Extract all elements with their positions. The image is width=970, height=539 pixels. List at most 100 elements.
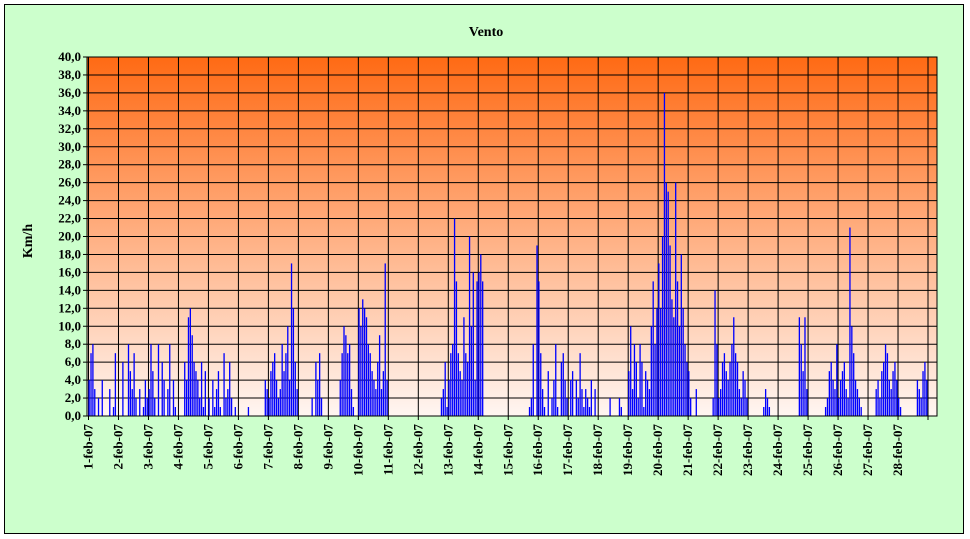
y-tick-label: 8,0 bbox=[65, 336, 81, 351]
wind-bar bbox=[150, 344, 152, 416]
wind-bar bbox=[838, 398, 840, 416]
wind-bar bbox=[167, 389, 169, 416]
wind-bar bbox=[272, 362, 274, 416]
y-tick-labels: 0,0 2,0 4,0 6,0 8,0 10,0 12,0 14,0 16,0 18,0 20,0 2… bbox=[58, 49, 81, 423]
wind-bar bbox=[127, 344, 130, 416]
wind-bar bbox=[849, 227, 851, 416]
wind-bar bbox=[358, 308, 360, 416]
wind-bar bbox=[189, 308, 191, 416]
wind-bar bbox=[154, 398, 156, 416]
wind-bar bbox=[217, 371, 220, 417]
wind-bar bbox=[97, 398, 100, 416]
wind-bar bbox=[234, 407, 236, 416]
wind-bar bbox=[350, 389, 353, 416]
wind-bar bbox=[721, 362, 724, 416]
wind-bar bbox=[899, 407, 902, 416]
wind-bar bbox=[620, 407, 622, 416]
wind-bar bbox=[926, 380, 928, 416]
y-tick-label: 6,0 bbox=[65, 354, 81, 369]
wind-bar bbox=[824, 407, 827, 416]
wind-bar bbox=[729, 362, 731, 416]
wind-bar bbox=[918, 389, 920, 416]
wind-bar bbox=[131, 389, 133, 416]
wind-bar bbox=[652, 281, 654, 417]
wind-bar bbox=[854, 380, 857, 416]
x-tick-label: 12-feb-07 bbox=[410, 424, 425, 476]
wind-bar bbox=[571, 371, 574, 417]
x-tick-label: 18-feb-07 bbox=[590, 424, 605, 476]
wind-bar bbox=[223, 353, 225, 416]
wind-bar bbox=[650, 326, 652, 416]
wind-bar bbox=[575, 380, 578, 416]
y-tick-label: 2,0 bbox=[65, 390, 81, 405]
wind-bar bbox=[197, 380, 199, 416]
wind-bar bbox=[637, 398, 639, 416]
wind-bar bbox=[802, 371, 804, 417]
x-tick-label: 16-feb-07 bbox=[530, 424, 545, 476]
wind-bar bbox=[341, 353, 343, 416]
wind-bar bbox=[725, 371, 727, 417]
wind-bar bbox=[763, 407, 765, 416]
wind-bar bbox=[528, 407, 531, 416]
wind-bar bbox=[690, 398, 692, 416]
wind-bar bbox=[482, 281, 484, 417]
wind-bar bbox=[204, 371, 206, 417]
wind-bar bbox=[347, 353, 349, 416]
wind-bar bbox=[163, 380, 165, 416]
wind-bar bbox=[716, 344, 718, 416]
wind-bar bbox=[152, 371, 154, 417]
x-tick-label: 3-feb-07 bbox=[140, 424, 155, 470]
wind-bar bbox=[380, 389, 383, 416]
wind-bar bbox=[590, 380, 593, 416]
wind-bar bbox=[836, 344, 838, 416]
wind-bar bbox=[564, 380, 566, 416]
wind-bar bbox=[461, 380, 463, 416]
x-tick-label: 1-feb-07 bbox=[80, 424, 95, 470]
wind-bar bbox=[92, 344, 94, 416]
wind-bar bbox=[658, 263, 660, 416]
wind-bar bbox=[555, 344, 557, 416]
x-tick-label: 6-feb-07 bbox=[230, 424, 245, 470]
wind-bar bbox=[886, 353, 889, 416]
wind-bar bbox=[738, 389, 741, 416]
wind-bar bbox=[723, 353, 726, 416]
wind-bar bbox=[172, 380, 175, 416]
wind-bar bbox=[129, 371, 132, 417]
wind-bar bbox=[673, 317, 675, 416]
wind-bar bbox=[142, 407, 145, 416]
x-tick-label: 27-feb-07 bbox=[860, 424, 875, 476]
wind-bar bbox=[382, 371, 385, 417]
wind-bar bbox=[841, 371, 844, 417]
wind-bar bbox=[675, 182, 677, 416]
y-tick-label: 4,0 bbox=[65, 372, 81, 387]
wind-bar bbox=[847, 398, 849, 416]
wind-bar bbox=[161, 362, 163, 416]
wind-bar bbox=[643, 407, 645, 416]
wind-bar bbox=[676, 281, 679, 417]
wind-bar bbox=[682, 308, 684, 416]
wind-bar bbox=[157, 344, 160, 416]
wind-bar bbox=[225, 398, 227, 416]
wind-bar bbox=[618, 398, 621, 416]
x-tick-label: 25-feb-07 bbox=[800, 424, 815, 476]
y-tick-label: 28,0 bbox=[58, 157, 81, 172]
wind-bar bbox=[804, 317, 806, 416]
wind-bar bbox=[135, 398, 137, 416]
x-tick-label: 22-feb-07 bbox=[710, 424, 725, 476]
wind-bar bbox=[457, 353, 459, 416]
x-tick-labels: 1-feb-07 2-feb-07 3-feb-07 4-feb-07 5-feb-07… bbox=[80, 424, 905, 476]
wind-bar bbox=[290, 263, 293, 416]
y-tick-label: 16,0 bbox=[58, 264, 81, 279]
wind-bar bbox=[641, 362, 643, 416]
wind-bar bbox=[459, 371, 461, 417]
wind-bar bbox=[660, 308, 662, 416]
wind-bar bbox=[553, 380, 555, 416]
wind-bar bbox=[292, 308, 295, 416]
y-tick-label: 18,0 bbox=[58, 246, 81, 261]
wind-bar bbox=[712, 398, 714, 416]
wind-bar bbox=[628, 371, 630, 417]
y-tick-label: 30,0 bbox=[58, 139, 81, 154]
wind-bar bbox=[268, 398, 270, 416]
x-tick-label: 20-feb-07 bbox=[650, 424, 665, 476]
wind-bar bbox=[470, 326, 473, 416]
